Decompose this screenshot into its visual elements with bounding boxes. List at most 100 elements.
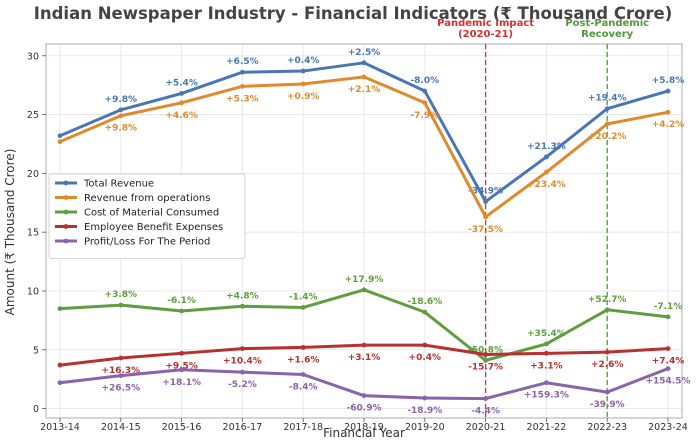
legend-label-2: Cost of Material Consumed bbox=[84, 208, 219, 219]
legend: Total Revenue Revenue from operations Cost… bbox=[48, 173, 246, 259]
data-point-3-1 bbox=[118, 355, 124, 361]
data-point-0-2 bbox=[179, 90, 185, 96]
data-label-1-1: +9.8% bbox=[105, 124, 138, 134]
x-tick-label-6: 2019-20 bbox=[405, 422, 445, 433]
data-label-2-5: +17.9% bbox=[345, 275, 384, 285]
data-label-0-8: +21.3% bbox=[527, 142, 566, 152]
data-point-4-0 bbox=[57, 380, 63, 386]
data-label-0-10: +5.8% bbox=[652, 76, 685, 86]
y-tick-label-0: 0 bbox=[33, 404, 39, 415]
y-tick-label-6: 30 bbox=[27, 51, 39, 62]
data-point-4-5 bbox=[361, 393, 367, 399]
data-point-4-9 bbox=[604, 389, 610, 395]
data-point-1-9 bbox=[604, 121, 610, 127]
legend-marker-1 bbox=[63, 195, 69, 200]
series-0: +9.8% +5.4% +6.5% +0.4% +2.5% -8.0% -34.9% +21.… bbox=[57, 48, 685, 204]
y-tick-label-2: 10 bbox=[27, 286, 39, 297]
data-label-2-8: +35.4% bbox=[527, 329, 566, 339]
annotation-text-1-1: Recovery bbox=[581, 29, 634, 40]
data-label-4-5: -60.9% bbox=[347, 404, 382, 414]
data-label-4-9: -39.9% bbox=[590, 400, 625, 410]
data-label-2-3: +4.8% bbox=[226, 291, 259, 301]
data-label-1-3: +5.3% bbox=[226, 94, 259, 104]
annotation-text-1-0: Post-Pandemic bbox=[565, 18, 649, 29]
data-point-2-9 bbox=[604, 307, 610, 313]
data-point-0-0 bbox=[57, 133, 63, 139]
data-label-2-4: -1.4% bbox=[289, 292, 318, 302]
data-point-3-2 bbox=[179, 350, 185, 356]
x-tick-label-9: 2022-23 bbox=[587, 422, 627, 433]
data-label-1-6: -7.9% bbox=[410, 111, 439, 121]
data-label-4-7: -4.4% bbox=[471, 407, 500, 417]
data-point-4-6 bbox=[422, 395, 428, 401]
legend-label-3: Employee Benefit Expenses bbox=[84, 222, 223, 233]
data-point-1-7 bbox=[483, 214, 488, 220]
data-point-0-4 bbox=[300, 68, 306, 74]
data-label-4-6: -18.9% bbox=[407, 406, 442, 416]
data-label-2-2: -6.1% bbox=[167, 296, 196, 306]
data-point-4-7 bbox=[483, 396, 488, 401]
y-axis-title: Amount (₹ Thousand Crore) bbox=[3, 149, 17, 316]
chart-title: Indian Newspaper Industry - Financial In… bbox=[34, 4, 673, 23]
data-point-1-3 bbox=[240, 83, 245, 89]
data-label-0-3: +6.5% bbox=[226, 57, 259, 67]
data-label-2-10: -7.1% bbox=[654, 302, 683, 312]
data-label-4-8: +159.3% bbox=[524, 391, 569, 401]
data-label-1-4: +0.9% bbox=[287, 92, 320, 102]
data-point-0-7 bbox=[483, 199, 488, 204]
data-label-1-9: +20.2% bbox=[588, 132, 627, 142]
data-point-1-10 bbox=[665, 109, 671, 115]
data-point-2-2 bbox=[179, 308, 185, 314]
data-point-2-3 bbox=[240, 303, 245, 309]
x-tick-label-10: 2023-24 bbox=[648, 422, 688, 433]
data-point-2-8 bbox=[544, 341, 549, 347]
data-label-3-1: +16.3% bbox=[101, 366, 140, 376]
legend-box bbox=[48, 173, 246, 259]
y-tick-label-1: 5 bbox=[33, 345, 39, 356]
data-label-0-4: +0.4% bbox=[287, 56, 320, 66]
data-label-3-9: +2.6% bbox=[591, 360, 624, 370]
data-point-0-3 bbox=[240, 69, 245, 75]
data-label-4-3: -5.2% bbox=[228, 380, 257, 390]
data-point-3-0 bbox=[57, 362, 63, 368]
legend-marker-0 bbox=[63, 180, 69, 186]
data-label-3-2: +9.5% bbox=[165, 361, 198, 371]
x-tick-label-2: 2015-16 bbox=[162, 422, 202, 433]
data-label-1-2: +4.6% bbox=[165, 111, 198, 121]
legend-marker-3 bbox=[63, 224, 69, 229]
data-point-1-2 bbox=[179, 100, 185, 106]
series-1: +9.8% +4.6% +5.3% +0.9% +2.1% -7.9% -37.5% +23.… bbox=[57, 74, 685, 235]
data-point-3-9 bbox=[604, 349, 610, 355]
legend-marker-4 bbox=[63, 238, 69, 244]
data-point-1-6 bbox=[422, 100, 428, 106]
data-point-0-9 bbox=[604, 106, 610, 112]
x-tick-label-3: 2016-17 bbox=[223, 422, 263, 433]
data-point-2-6 bbox=[422, 309, 428, 315]
data-label-3-7: -15.7% bbox=[468, 362, 503, 372]
data-label-4-10: +154.5% bbox=[645, 377, 690, 387]
data-point-3-10 bbox=[665, 346, 671, 352]
data-label-3-3: +10.4% bbox=[223, 357, 262, 367]
x-tick-label-8: 2021-22 bbox=[527, 422, 567, 433]
x-tick-label-4: 2017-18 bbox=[283, 422, 323, 433]
data-label-1-5: +2.1% bbox=[348, 85, 381, 95]
data-label-0-7: -34.9% bbox=[468, 187, 503, 197]
data-label-3-5: +3.1% bbox=[348, 353, 381, 363]
annotation-text-0-0: Pandemic Impact bbox=[437, 18, 534, 29]
data-point-3-3 bbox=[240, 346, 245, 352]
data-point-1-8 bbox=[544, 169, 549, 175]
data-point-4-4 bbox=[300, 372, 306, 377]
data-point-3-7 bbox=[483, 352, 488, 357]
data-point-1-5 bbox=[361, 74, 367, 80]
data-label-3-10: +7.4% bbox=[652, 357, 685, 367]
x-tick-label-1: 2014-15 bbox=[101, 422, 141, 433]
data-label-4-4: -8.4% bbox=[289, 382, 318, 392]
data-point-3-5 bbox=[361, 342, 367, 348]
data-label-1-10: +4.2% bbox=[652, 120, 685, 130]
data-point-1-1 bbox=[118, 113, 124, 119]
series-4: +26.5% +18.1% -5.2% -8.4% -60.9% -18.9% -4.4% +… bbox=[57, 366, 691, 417]
x-tick-label-5: 2018-19 bbox=[344, 422, 384, 433]
data-point-0-8 bbox=[544, 154, 549, 160]
data-point-2-10 bbox=[665, 314, 671, 320]
